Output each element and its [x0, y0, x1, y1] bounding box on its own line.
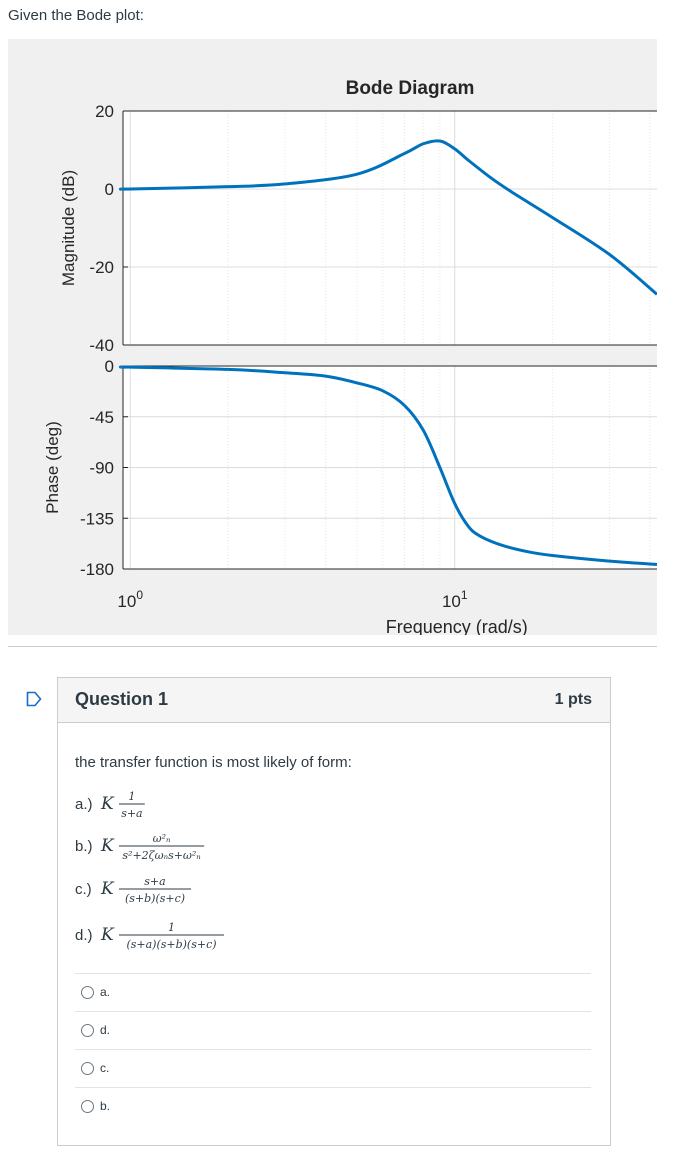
phase-y-axis-label: Phase (deg) — [43, 421, 62, 514]
answer-label: d. — [100, 1023, 111, 1037]
intro-text: Given the Bode plot: — [8, 7, 144, 24]
question-points: 1 pts — [554, 691, 592, 708]
option-prefix: a.) — [75, 796, 93, 813]
phase-y-tick-label: -90 — [89, 459, 114, 478]
option-numerator: s+a — [144, 875, 165, 888]
option-numerator: ω²ₙ — [153, 832, 171, 845]
x-tick-label: 100 — [117, 588, 143, 611]
option-gain: K — [100, 836, 115, 856]
x-axis-label: Frequency (rad/s) — [386, 617, 528, 635]
option-prefix: c.) — [75, 881, 92, 898]
magnitude-series-line — [119, 139, 657, 296]
magnitude-y-tick-label: -20 — [89, 258, 114, 277]
option-a: a.) K 1 s+a — [75, 790, 375, 832]
option-gain: K — [100, 794, 115, 814]
phase-y-tick-label: -45 — [89, 408, 114, 427]
answer-option[interactable]: c. — [75, 1050, 591, 1088]
option-numerator: 1 — [128, 790, 135, 803]
option-formula: d.) K 1 (s+a)(s+b)(s+c) — [75, 921, 224, 951]
question-header: Question 1 1 pts — [58, 678, 610, 723]
bode-plot-svg: Bode Diagram 20 0 -20 -40 Magnitude (dB) 0 -45 -… — [43, 78, 657, 635]
answer-option[interactable]: b. — [75, 1088, 591, 1126]
answer-option[interactable]: a. — [75, 974, 591, 1012]
option-prefix: d.) — [75, 927, 93, 944]
radio-button[interactable] — [81, 1024, 94, 1037]
option-d: d.) K 1 (s+a)(s+b)(s+c) — [75, 921, 375, 963]
option-formula: a.) K 1 s+a — [75, 790, 145, 820]
magnitude-y-tick-label: -40 — [89, 336, 114, 355]
question-card: Question 1 1 pts the transfer function i… — [57, 677, 611, 1146]
option-gain: K — [100, 879, 115, 899]
x-tick-label: 101 — [442, 588, 468, 611]
phase-y-tick-label: -180 — [80, 560, 114, 579]
answer-divider — [75, 973, 591, 974]
section-divider — [8, 646, 657, 647]
answer-divider — [75, 1011, 591, 1012]
magnitude-plot-area — [123, 111, 657, 345]
option-denominator: s+a — [121, 807, 142, 820]
option-gain: K — [100, 925, 115, 945]
option-denominator: (s+b)(s+c) — [125, 892, 185, 905]
phase-y-tick-label: 0 — [105, 357, 114, 376]
answer-label: a. — [100, 985, 111, 999]
magnitude-y-tick-label: 20 — [95, 102, 114, 121]
radio-button[interactable] — [81, 1100, 94, 1113]
question-title: Question 1 — [75, 689, 169, 709]
answer-label: b. — [100, 1099, 111, 1113]
phase-y-tick-label: -135 — [80, 509, 114, 528]
question-flag-icon[interactable] — [26, 691, 42, 707]
radio-button[interactable] — [81, 1062, 94, 1075]
answer-divider — [75, 1087, 591, 1088]
option-numerator: 1 — [168, 921, 175, 934]
answer-label: c. — [100, 1061, 110, 1075]
radio-button[interactable] — [81, 986, 94, 999]
option-prefix: b.) — [75, 838, 93, 855]
answer-option[interactable]: d. — [75, 1012, 591, 1050]
answer-divider — [75, 1049, 591, 1050]
chart-title: Bode Diagram — [346, 78, 475, 99]
bode-plot-figure: Bode Diagram 20 0 -20 -40 Magnitude (dB) 0 -45 -… — [8, 39, 657, 635]
magnitude-y-axis-label: Magnitude (dB) — [59, 170, 78, 286]
phase-series-line — [119, 365, 657, 566]
option-denominator: (s+a)(s+b)(s+c) — [126, 938, 216, 951]
option-denominator: s²+2ζωₙs+ω²ₙ — [122, 849, 200, 862]
question-prompt: the transfer function is most likely of … — [75, 754, 352, 771]
magnitude-y-tick-label: 0 — [105, 180, 114, 199]
